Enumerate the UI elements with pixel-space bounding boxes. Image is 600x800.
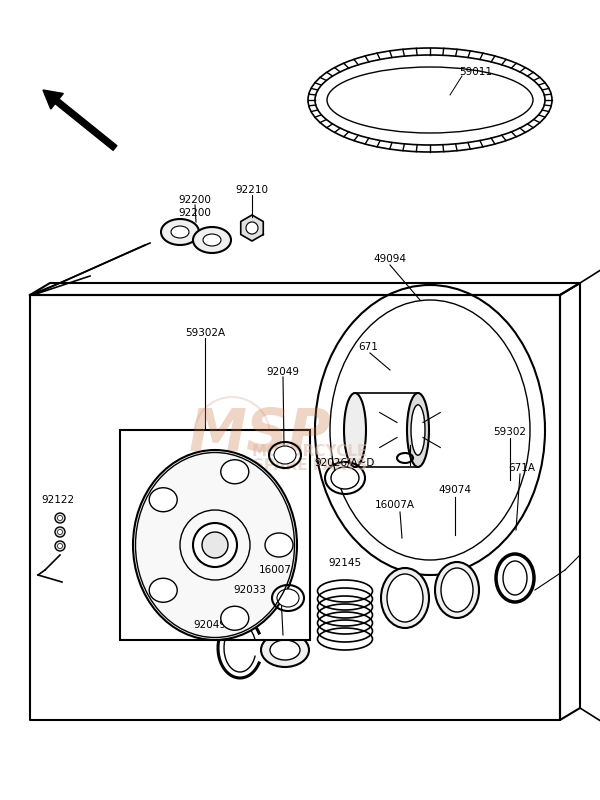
- Text: 92200: 92200: [179, 195, 211, 205]
- Ellipse shape: [149, 578, 177, 602]
- Ellipse shape: [171, 226, 189, 238]
- Ellipse shape: [503, 561, 527, 595]
- Text: 92033: 92033: [233, 585, 266, 595]
- Ellipse shape: [435, 562, 479, 618]
- Polygon shape: [241, 215, 263, 241]
- Ellipse shape: [149, 488, 177, 512]
- Text: 92145: 92145: [328, 558, 362, 568]
- Ellipse shape: [221, 460, 249, 484]
- Bar: [120, 430, 310, 640]
- Circle shape: [58, 515, 62, 521]
- Ellipse shape: [133, 450, 297, 640]
- Text: 92049: 92049: [193, 620, 227, 630]
- Ellipse shape: [315, 285, 545, 575]
- Text: 92210: 92210: [235, 185, 269, 195]
- Ellipse shape: [193, 227, 231, 253]
- Ellipse shape: [344, 393, 366, 467]
- Text: 16007A: 16007A: [375, 500, 415, 510]
- Text: 671A: 671A: [509, 463, 536, 473]
- Ellipse shape: [327, 67, 533, 133]
- FancyArrow shape: [43, 90, 117, 150]
- Ellipse shape: [315, 55, 545, 145]
- Text: SPARE PARTS: SPARE PARTS: [253, 458, 367, 474]
- Text: 59302: 59302: [493, 427, 527, 437]
- Text: 59302A: 59302A: [185, 328, 225, 338]
- Text: MSP: MSP: [188, 406, 331, 463]
- Circle shape: [246, 222, 258, 234]
- Ellipse shape: [221, 606, 249, 630]
- Ellipse shape: [407, 393, 429, 467]
- Ellipse shape: [441, 568, 473, 612]
- Text: 671: 671: [358, 342, 378, 352]
- Text: 59011: 59011: [460, 67, 493, 77]
- Ellipse shape: [387, 574, 423, 622]
- Ellipse shape: [331, 467, 359, 489]
- Text: 92049: 92049: [266, 367, 299, 377]
- Circle shape: [202, 532, 228, 558]
- Ellipse shape: [274, 446, 296, 464]
- Text: 92026/A~D: 92026/A~D: [315, 458, 375, 468]
- Ellipse shape: [277, 589, 299, 607]
- Circle shape: [58, 530, 62, 534]
- Ellipse shape: [265, 533, 293, 557]
- Ellipse shape: [203, 234, 221, 246]
- Text: 49094: 49094: [373, 254, 407, 264]
- Circle shape: [193, 523, 237, 567]
- Text: 16007: 16007: [259, 565, 292, 575]
- Ellipse shape: [411, 405, 425, 455]
- Text: 49074: 49074: [439, 485, 472, 495]
- Circle shape: [55, 541, 65, 551]
- Circle shape: [58, 543, 62, 549]
- Ellipse shape: [261, 633, 309, 667]
- Text: 92200: 92200: [179, 208, 211, 218]
- Text: 92122: 92122: [41, 495, 74, 505]
- Text: MOTORCYCLE: MOTORCYCLE: [252, 445, 368, 459]
- Circle shape: [55, 513, 65, 523]
- Ellipse shape: [381, 568, 429, 628]
- Ellipse shape: [270, 640, 300, 660]
- Ellipse shape: [161, 219, 199, 245]
- Circle shape: [55, 527, 65, 537]
